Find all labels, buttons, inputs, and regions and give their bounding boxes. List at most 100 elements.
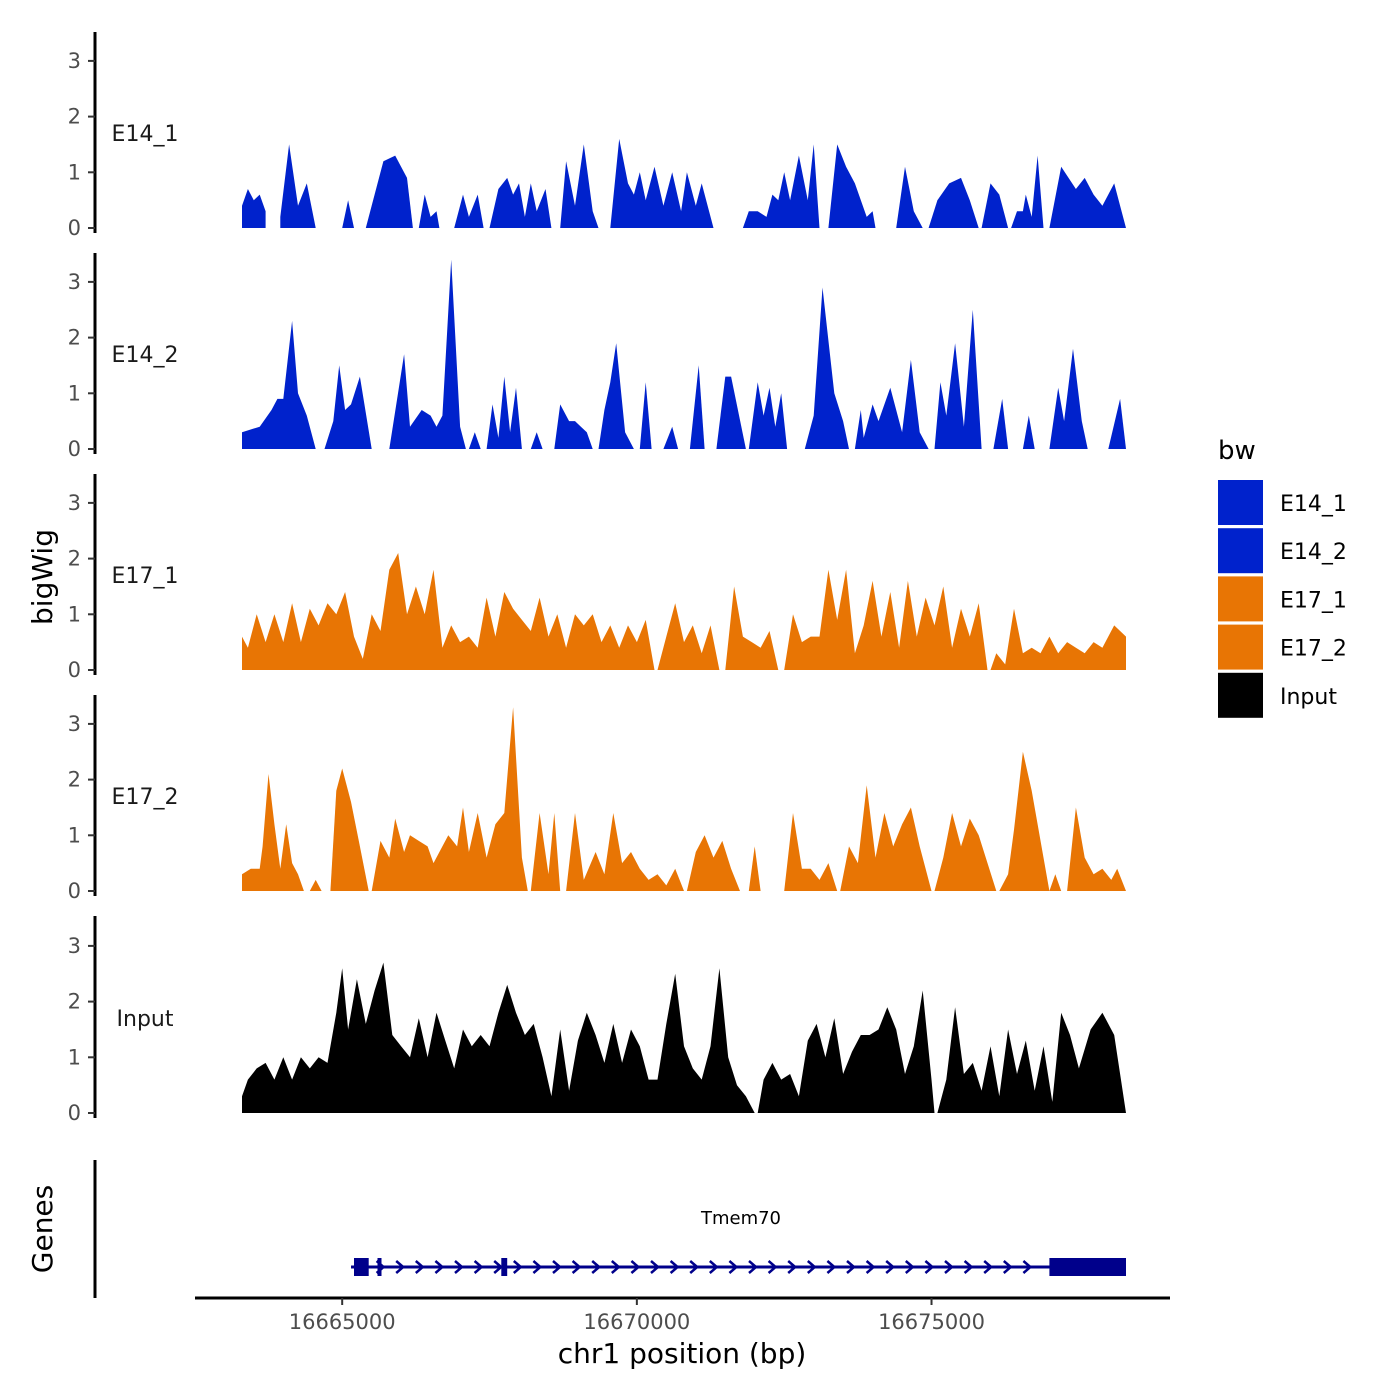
strand-chevron	[512, 1260, 523, 1274]
track-label: E17_2	[112, 785, 179, 810]
y-axis-title: bigWig	[26, 529, 59, 625]
coverage-area	[560, 144, 599, 228]
y-tick-label: 2	[68, 326, 81, 350]
y-tick-label: 0	[68, 658, 81, 682]
legend-item-E14_2: E14_2	[1218, 528, 1347, 574]
coverage-area	[990, 608, 1126, 670]
coverage-area	[686, 835, 740, 891]
legend-swatch	[1218, 528, 1263, 574]
coverage-area	[554, 404, 593, 449]
coverage-area	[854, 359, 929, 449]
coverage-area	[663, 426, 679, 449]
coverage-area	[937, 1007, 1126, 1113]
y-tick-label: 0	[68, 1101, 81, 1125]
coverage-area	[389, 259, 466, 449]
strand-chevron	[669, 1260, 680, 1274]
track-label: Input	[117, 1007, 174, 1032]
coverage-area	[1108, 398, 1126, 449]
coverage-area	[928, 177, 979, 228]
y-tick-label: 1	[68, 381, 81, 405]
strand-chevron	[689, 1260, 700, 1274]
strand-chevron	[630, 1260, 641, 1274]
coverage-area	[999, 751, 1062, 891]
legend-title: bw	[1218, 436, 1256, 466]
x-axis-title: chr1 position (bp)	[558, 1337, 807, 1370]
strand-chevron	[885, 1260, 896, 1274]
coverage-area	[1067, 807, 1126, 891]
track-Input: 0 1 2 3 Input	[68, 916, 1126, 1125]
gene-name-label: Tmem70	[700, 1208, 781, 1229]
y-tick-label: 0	[68, 437, 81, 461]
coverage-area	[934, 309, 982, 449]
x-tick-label: 16670000	[583, 1310, 690, 1334]
strand-chevron	[493, 1260, 504, 1274]
coverage-area	[828, 144, 876, 228]
coverage-area	[981, 183, 1009, 228]
strand-chevron	[552, 1260, 562, 1274]
strand-chevron	[728, 1260, 739, 1274]
coverage-area	[896, 166, 923, 228]
coverage-area	[748, 382, 788, 449]
coverage-area	[993, 398, 1009, 449]
coverage-area	[742, 144, 820, 228]
coverage-area	[1022, 415, 1035, 449]
coverage-area	[566, 813, 684, 891]
coverage-area	[934, 813, 997, 891]
coverage-area	[324, 365, 372, 449]
coverage-tracks: 0 1 2 3 E14_1 0 1 2 3 E14_2 0 1 2 3 E17_1 0 1 2 3 E17_2 0 1 2 3…	[68, 32, 1126, 1125]
y-tick-label: 2	[68, 105, 81, 129]
strand-chevron	[1022, 1260, 1033, 1274]
gene-exon	[501, 1258, 508, 1276]
y-tick-label: 3	[68, 491, 81, 515]
strand-chevron	[904, 1260, 915, 1274]
strand-chevron	[806, 1260, 817, 1274]
strand-chevron	[708, 1260, 719, 1274]
y-tick-label: 2	[68, 768, 81, 792]
coverage-area	[598, 343, 634, 449]
y-tick-label: 3	[68, 270, 81, 294]
coverage-area	[454, 194, 484, 228]
strand-chevron	[610, 1260, 621, 1274]
track-E14_1: 0 1 2 3 E14_1	[68, 32, 1126, 240]
legend-item-Input: Input	[1218, 672, 1337, 718]
gene-exon	[354, 1258, 369, 1276]
strand-chevron	[414, 1260, 425, 1274]
legend-label: E14_2	[1280, 540, 1347, 565]
coverage-area	[689, 365, 705, 449]
legend-label: Input	[1280, 685, 1337, 710]
track-E17_2: 0 1 2 3 E17_2	[68, 695, 1126, 903]
legend: bw E14_1 E14_2 E17_1 E17_2 Input	[1218, 436, 1347, 718]
legend-item-E17_2: E17_2	[1218, 624, 1347, 670]
legend-item-E17_1: E17_1	[1218, 576, 1347, 622]
coverage-area	[309, 879, 322, 891]
y-tick-label: 0	[68, 216, 81, 240]
y-tick-label: 1	[68, 160, 81, 184]
coverage-area	[657, 603, 720, 670]
strand-chevron	[924, 1260, 935, 1274]
gene-Tmem70: Tmem70	[351, 1208, 1126, 1276]
coverage-area	[242, 962, 755, 1113]
coverage-area	[1049, 166, 1126, 228]
strand-chevron	[944, 1260, 954, 1274]
coverage-area	[280, 144, 316, 228]
coverage-area	[1011, 155, 1044, 228]
coverage-area	[716, 376, 746, 449]
coverage-area	[242, 320, 316, 449]
gene-exon	[1049, 1258, 1126, 1276]
strand-chevron	[571, 1260, 582, 1274]
track-label: E14_1	[112, 122, 179, 147]
y-tick-label: 1	[68, 823, 81, 847]
strand-chevron	[591, 1260, 602, 1274]
legend-swatch	[1218, 480, 1263, 525]
genes-track: Tmem70	[93, 1160, 1126, 1298]
x-tick-label: 16665000	[289, 1310, 396, 1334]
coverage-area	[468, 432, 481, 449]
strand-chevron	[532, 1260, 543, 1274]
track-E14_2: 0 1 2 3 E14_2	[68, 253, 1126, 461]
legend-swatch	[1218, 624, 1263, 670]
y-tick-label: 3	[68, 49, 81, 73]
coverage-area	[725, 586, 779, 670]
coverage-area	[371, 707, 528, 891]
coverage-area	[242, 189, 266, 228]
